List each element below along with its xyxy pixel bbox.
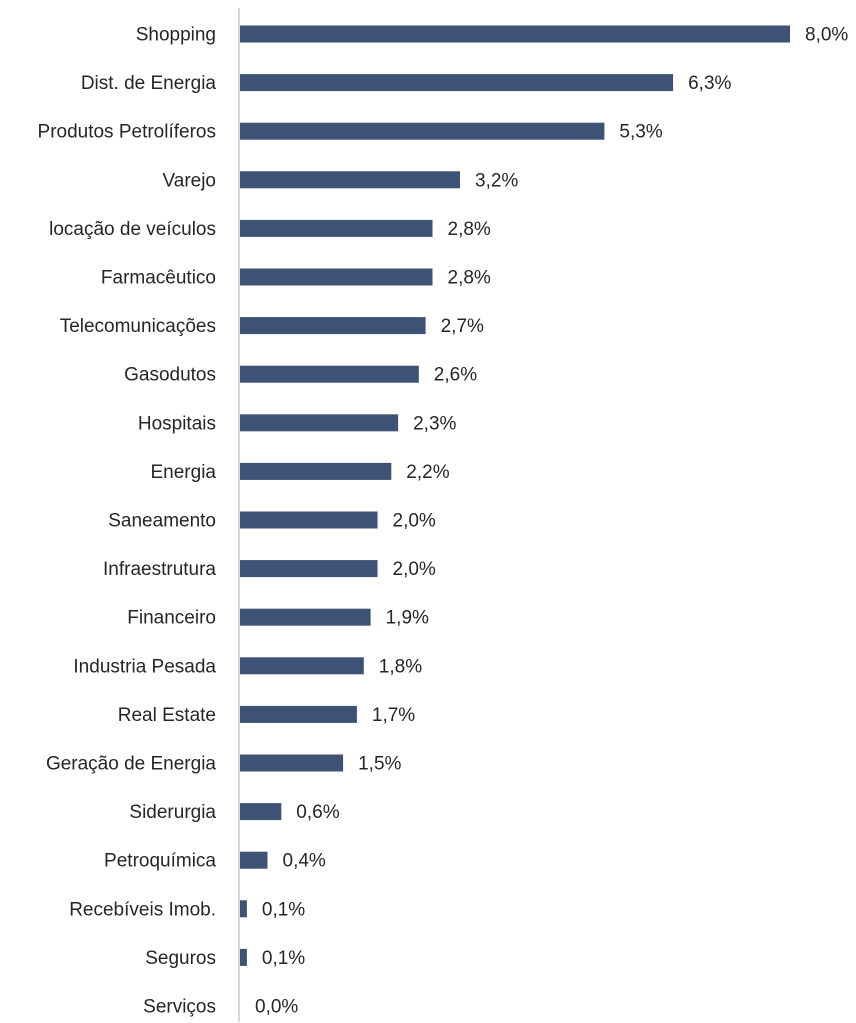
bar (240, 122, 605, 140)
data-label: 0,0% (255, 997, 298, 1018)
bar (240, 414, 399, 432)
category-label: Serviços (143, 997, 216, 1018)
bar (240, 74, 674, 92)
bar (240, 705, 357, 723)
category-label: Telecomunicações (60, 316, 216, 337)
bar (240, 317, 426, 335)
category-label: Geração de Energia (46, 754, 216, 775)
bar (240, 511, 378, 529)
bar (240, 171, 460, 189)
data-label: 1,8% (379, 656, 422, 677)
bar (240, 608, 371, 626)
category-label: Infraestrutura (103, 559, 216, 580)
data-label: 0,6% (296, 802, 339, 823)
category-label: Farmacêutico (101, 268, 216, 289)
category-label: Energia (151, 462, 217, 483)
category-label: Financeiro (127, 608, 216, 629)
data-label: 2,0% (393, 511, 436, 532)
category-label: Industria Pesada (73, 656, 216, 677)
category-label: Real Estate (118, 705, 216, 726)
bar (240, 219, 433, 237)
bar (240, 900, 247, 918)
data-labels-group: 8,0% 6,3% 5,3% 3,2% 2,8% 2,8% 2,7% 2,6% 2,3% 2,2%… (255, 25, 848, 1018)
bar (240, 365, 419, 383)
bar (240, 25, 790, 43)
data-label: 2,0% (393, 559, 436, 580)
data-label: 8,0% (805, 25, 848, 46)
data-label: 2,8% (448, 219, 491, 240)
category-label: Dist. de Energia (81, 73, 217, 94)
bar (240, 268, 433, 286)
category-label: Seguros (145, 948, 216, 969)
data-label: 1,5% (358, 754, 401, 775)
bar (240, 754, 344, 772)
data-label: 1,7% (372, 705, 415, 726)
data-label: 1,9% (386, 608, 429, 629)
data-label: 2,2% (406, 462, 449, 483)
data-label: 2,6% (434, 365, 477, 386)
category-label: Recebíveis Imob. (69, 899, 216, 920)
data-label: 2,7% (441, 316, 484, 337)
data-label: 2,8% (448, 268, 491, 289)
bar (240, 851, 268, 869)
category-label: Gasodutos (124, 365, 216, 386)
category-label: Shopping (136, 25, 216, 46)
category-labels-group: Shopping Dist. de Energia Produtos Petrolí… (38, 25, 217, 1018)
bar (240, 657, 364, 675)
category-label: locação de veículos (49, 219, 216, 240)
category-label: Produtos Petrolíferos (38, 122, 216, 143)
data-label: 0,1% (262, 899, 305, 920)
category-label: Petroquímica (104, 851, 216, 872)
bar (240, 560, 378, 578)
data-label: 0,1% (262, 948, 305, 969)
data-label: 0,4% (283, 851, 326, 872)
data-label: 3,2% (475, 170, 518, 191)
bar (240, 462, 392, 480)
bar (240, 803, 282, 821)
bars-group (240, 25, 790, 966)
category-label: Saneamento (108, 511, 216, 532)
category-label: Hospitais (138, 413, 216, 434)
data-label: 2,3% (413, 413, 456, 434)
category-label: Varejo (162, 170, 216, 191)
data-label: 6,3% (688, 73, 731, 94)
category-label: Siderurgia (129, 802, 216, 823)
bar (240, 948, 247, 966)
data-label: 5,3% (619, 122, 662, 143)
